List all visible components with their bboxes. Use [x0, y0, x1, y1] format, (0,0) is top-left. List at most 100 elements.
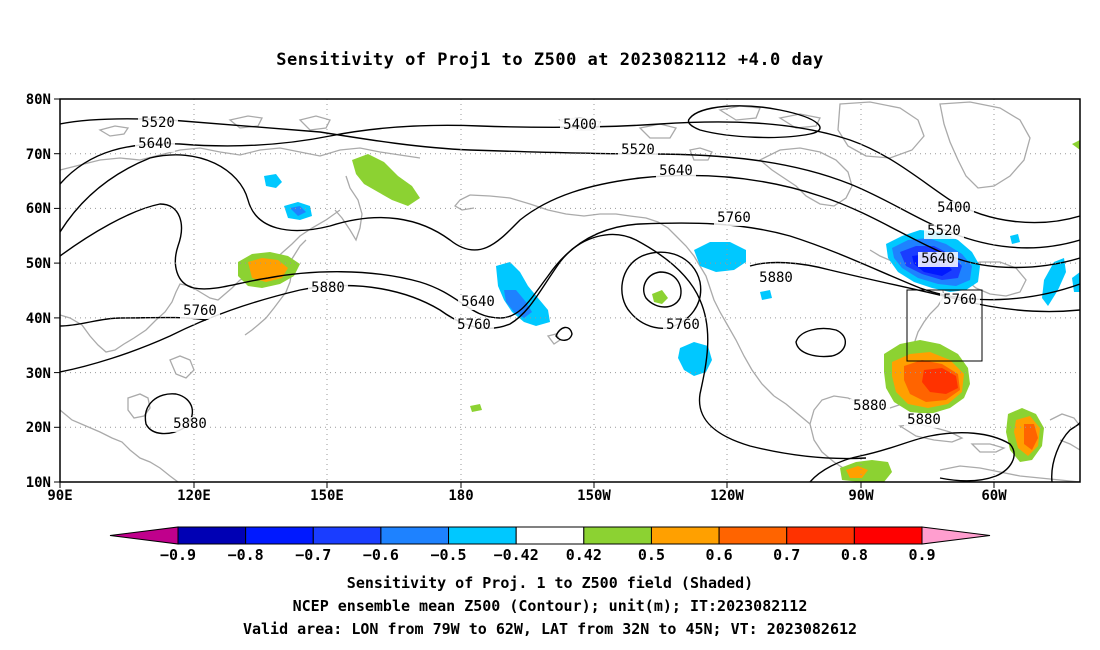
negative-region	[1010, 234, 1020, 244]
longitude-labels: 90E 120E 150E 180 150W 120W 90W 60W	[47, 488, 1007, 504]
colorbar-swatch	[853, 526, 923, 545]
lon-label: 150E	[310, 488, 344, 504]
contour-label-bg	[663, 318, 703, 333]
map-title: Sensitivity of Proj1 to Z500 at 20230821…	[276, 50, 824, 70]
colorbar-swatch	[448, 526, 517, 545]
lat-label: 30N	[26, 366, 51, 382]
axis-ticks	[54, 98, 995, 488]
contour-label-bg	[308, 281, 348, 296]
colorbar-tick-label: −0.8	[228, 546, 264, 564]
latitude-labels: 80N 70N 60N 50N 40N 30N 20N 10N	[26, 92, 51, 491]
lon-label: 60W	[981, 488, 1007, 504]
lat-label: 60N	[26, 201, 51, 217]
negative-region	[290, 206, 306, 216]
negative-region	[694, 242, 746, 272]
contour-label-bg	[135, 137, 175, 152]
contour-label: 5880	[173, 416, 207, 432]
colorbar-tick-label: −0.5	[430, 546, 466, 564]
contour-label: 5640	[921, 251, 955, 267]
contour-label: 5640	[461, 294, 495, 310]
contour-label-bg	[714, 211, 754, 226]
contour-label: 5520	[621, 142, 655, 158]
contour-label: 5760	[666, 317, 700, 333]
caption-line-2: NCEP ensemble mean Z500 (Contour); unit(…	[292, 597, 808, 615]
colorbar-swatch	[718, 526, 788, 545]
colorbar-high-extend	[921, 526, 991, 545]
contour-label: 5400	[937, 200, 971, 216]
lat-label: 20N	[26, 420, 51, 436]
caption-line-1: Sensitivity of Proj. 1 to Z500 field (Sh…	[346, 574, 754, 592]
contour-label-bg	[756, 271, 796, 286]
negative-region	[1072, 272, 1080, 292]
colorbar-tick-label: 0.9	[908, 546, 935, 564]
lat-label: 10N	[26, 475, 51, 491]
contour-label-bg	[138, 116, 178, 131]
contour-label-bg	[904, 413, 944, 428]
contour-label-bg	[458, 295, 498, 310]
lon-label: 150W	[577, 488, 611, 504]
contour-label: 5880	[311, 280, 345, 296]
contour-label: 5640	[138, 136, 172, 152]
colorbar-tick-label: −0.9	[160, 546, 196, 564]
contour-labels: 5520564054005520564057605400552056405760…	[135, 115, 980, 432]
lon-label: 180	[448, 488, 473, 504]
contour-label-bg	[924, 224, 964, 239]
positive-region	[352, 154, 420, 206]
colorbar-tick-label: 0.5	[638, 546, 665, 564]
contour-label: 5760	[943, 292, 977, 308]
negative-region	[760, 290, 772, 300]
colorbar-tick-label: 0.42	[566, 546, 602, 564]
colorbar-swatch	[177, 526, 247, 545]
colorbar-swatch	[786, 526, 855, 545]
colorbar-swatch	[515, 526, 585, 545]
contour-label: 5640	[659, 163, 693, 179]
negative-region	[678, 342, 712, 376]
contour-label-bg	[618, 143, 658, 158]
lat-label: 70N	[26, 147, 51, 163]
colorbar-tick-labels: −0.9 −0.8 −0.7 −0.6 −0.5 −0.42 0.42 0.5 0.6 0.7 0.…	[160, 546, 936, 564]
contour-label: 5880	[907, 412, 941, 428]
contour-label: 5880	[759, 270, 793, 286]
lat-label: 40N	[26, 311, 51, 327]
negative-region	[496, 262, 550, 326]
colorbar-swatch	[312, 526, 382, 545]
negative-region	[264, 174, 282, 188]
contour-label: 5760	[457, 317, 491, 333]
caption-line-3: Valid area: LON from 79W to 62W, LAT fro…	[242, 620, 858, 638]
contour-label-bg	[454, 318, 494, 333]
positive-region	[1072, 140, 1080, 150]
colorbar-tick-label: 0.6	[706, 546, 733, 564]
contour-label-bg	[940, 293, 980, 308]
contour-label: 5760	[183, 303, 217, 319]
contour-label-bg	[170, 417, 210, 432]
contour-label-bg	[656, 164, 696, 179]
colorbar-swatch	[245, 526, 314, 545]
positive-region	[846, 466, 868, 478]
colorbar-swatch	[650, 526, 720, 545]
contour-label-bg	[560, 118, 600, 133]
colorbar-swatch	[583, 526, 652, 545]
colorbar-tick-label: −0.7	[295, 546, 331, 564]
contour-label: 5880	[853, 398, 887, 414]
colorbar-low-extend	[109, 526, 179, 545]
map-frame	[59, 98, 1081, 483]
contour-label: 5520	[141, 115, 175, 131]
contour-label-bg	[180, 304, 220, 319]
contour-label: 5520	[927, 223, 961, 239]
lon-label: 90E	[47, 488, 72, 504]
positive-region	[1024, 424, 1038, 450]
colorbar-swatch	[380, 526, 450, 545]
colorbar-tick-label: −0.6	[363, 546, 399, 564]
valid-area-box	[906, 289, 983, 362]
contour-label-bg	[918, 252, 958, 267]
colorbar-tick-label: 0.8	[841, 546, 868, 564]
colorbar-tick-label: −0.42	[494, 546, 539, 564]
lon-label: 120E	[177, 488, 211, 504]
lon-label: 120W	[710, 488, 744, 504]
contour-label-bg	[934, 201, 974, 216]
positive-region	[470, 404, 482, 412]
colorbar-tick-label: 0.7	[773, 546, 800, 564]
colorbar	[109, 526, 991, 545]
lon-label: 90W	[848, 488, 874, 504]
